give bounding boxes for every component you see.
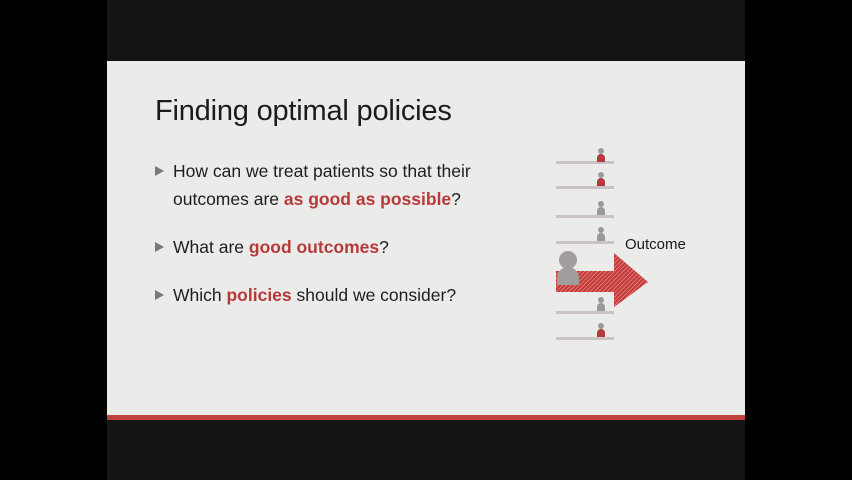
person-icon (596, 227, 606, 241)
bullet-highlight: good outcomes (248, 237, 380, 257)
triangle-bullet-icon (155, 242, 164, 252)
bullet-item: What are good outcomes? (155, 233, 515, 261)
bullet-highlight: policies (226, 285, 292, 305)
right-arrow-icon (556, 253, 648, 307)
bullet-highlight: as good as possible (283, 189, 452, 209)
patient-lane (556, 311, 614, 314)
patient-lane (556, 241, 614, 244)
patient-lane (556, 186, 614, 189)
person-icon (596, 323, 606, 337)
bullet-text: ? (451, 189, 461, 209)
bullet-list: How can we treat patients so that their … (155, 157, 515, 329)
triangle-bullet-icon (155, 290, 164, 300)
patient-lane (556, 161, 614, 164)
slide-footer-bar (107, 415, 745, 420)
person-icon (596, 172, 606, 186)
patient-lane (556, 337, 614, 340)
bullet-text: How can we treat patients so that their … (173, 161, 471, 209)
person-icon (557, 251, 579, 285)
bullet-text: ? (379, 237, 389, 257)
person-icon (596, 148, 606, 162)
patient-lane (556, 215, 614, 218)
slide: Finding optimal policies How can we trea… (107, 61, 745, 415)
bullet-item: How can we treat patients so that their … (155, 157, 515, 213)
person-icon (596, 201, 606, 215)
bullet-text: Which (173, 285, 227, 305)
bullet-text: What are (173, 237, 249, 257)
bullet-text: should we consider? (291, 285, 457, 305)
person-icon (596, 297, 606, 311)
outcome-label: Outcome (625, 236, 686, 253)
triangle-bullet-icon (155, 166, 164, 176)
slide-title: Finding optimal policies (155, 95, 452, 127)
bullet-item: Which policies should we consider? (155, 281, 515, 309)
